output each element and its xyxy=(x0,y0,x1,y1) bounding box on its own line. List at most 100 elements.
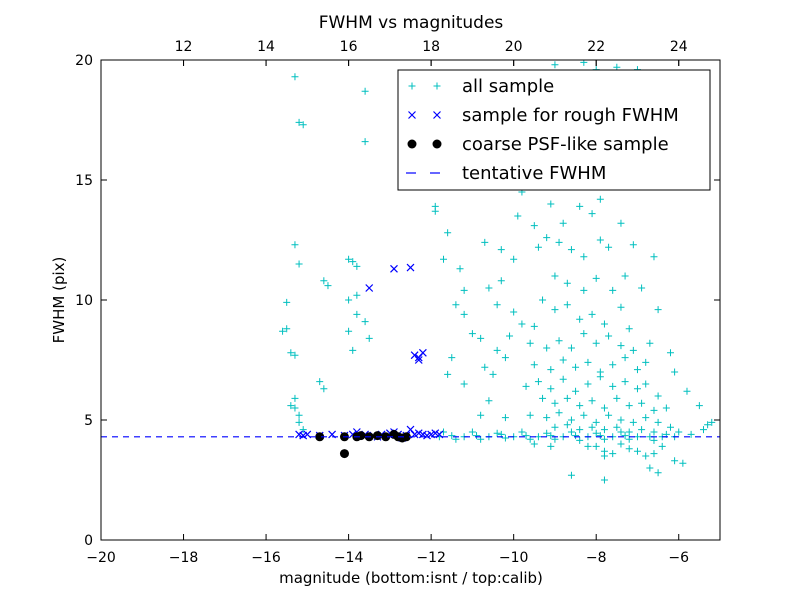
y-tick-label: 10 xyxy=(75,293,93,309)
top-x-tick-label: 22 xyxy=(587,39,605,55)
legend-item: all sample xyxy=(408,76,554,97)
data-point xyxy=(506,332,514,340)
series-coarse-psf-like-sample xyxy=(315,429,411,459)
data-point xyxy=(295,260,303,268)
legend-label: coarse PSF-like sample xyxy=(462,134,669,155)
data-point xyxy=(617,303,625,311)
legend-item: sample for rough FWHM xyxy=(408,105,679,126)
data-point xyxy=(530,440,538,448)
x-tick-label: −16 xyxy=(251,550,281,566)
data-point xyxy=(675,428,683,436)
y-tick-label: 15 xyxy=(75,173,93,189)
data-point xyxy=(584,358,592,366)
data-point xyxy=(481,238,489,246)
data-point xyxy=(592,429,600,437)
data-point xyxy=(642,380,650,388)
top-x-tick-label: 16 xyxy=(340,39,358,55)
data-point xyxy=(617,342,625,350)
data-point xyxy=(646,339,654,347)
data-point xyxy=(361,87,369,95)
data-point xyxy=(638,284,646,292)
data-point xyxy=(460,310,468,318)
data-point xyxy=(543,429,551,437)
data-point xyxy=(551,423,559,431)
y-tick-label: 0 xyxy=(84,533,93,549)
data-point xyxy=(596,236,604,244)
data-point xyxy=(572,387,580,395)
y-axis-label: FWHM (pix) xyxy=(50,257,68,344)
data-point xyxy=(295,418,303,426)
data-point xyxy=(605,332,613,340)
data-point xyxy=(493,301,501,309)
data-point xyxy=(501,434,509,442)
data-point xyxy=(580,411,588,419)
data-point xyxy=(365,284,374,292)
data-point xyxy=(493,346,501,354)
data-point xyxy=(283,325,291,333)
data-point xyxy=(372,431,382,441)
data-point xyxy=(510,255,518,263)
data-point xyxy=(687,430,695,438)
data-point xyxy=(580,330,588,338)
data-point xyxy=(316,378,324,386)
axis-layer: −20 −18 −16 −14 −12 −10 −8 −6 0 5 10 15 20 12 14 16 18 20… xyxy=(75,39,720,566)
data-point xyxy=(576,436,584,444)
data-point xyxy=(654,306,662,314)
data-point xyxy=(662,404,670,412)
data-point xyxy=(547,366,555,374)
x-tick-label: −18 xyxy=(169,550,199,566)
data-point xyxy=(580,286,588,294)
top-x-tick-label: 14 xyxy=(257,39,275,55)
legend-box xyxy=(397,69,711,191)
data-point xyxy=(588,423,596,431)
data-point xyxy=(588,397,596,405)
data-point xyxy=(353,291,361,299)
data-point xyxy=(683,387,691,395)
series-sample-for-rough-fwhm xyxy=(295,263,444,442)
data-point xyxy=(695,402,703,410)
data-point xyxy=(518,320,526,328)
data-point xyxy=(650,450,658,458)
data-point xyxy=(481,363,489,371)
data-point xyxy=(617,428,625,436)
data-point xyxy=(576,202,584,210)
data-point xyxy=(654,418,662,426)
data-point xyxy=(629,346,637,354)
data-point xyxy=(320,277,328,285)
data-point xyxy=(576,315,584,323)
data-point xyxy=(345,255,353,263)
data-point xyxy=(625,445,633,453)
data-point xyxy=(287,349,295,357)
data-point xyxy=(299,121,307,129)
data-point xyxy=(567,246,575,254)
data-point xyxy=(460,286,468,294)
data-point xyxy=(596,373,604,381)
data-point xyxy=(600,435,608,443)
data-point xyxy=(361,138,369,146)
data-point xyxy=(349,346,357,354)
data-point xyxy=(596,195,604,203)
y-tick-label: 5 xyxy=(84,413,93,429)
data-point xyxy=(448,354,456,362)
data-point xyxy=(572,363,580,371)
data-point xyxy=(642,358,650,366)
data-point xyxy=(522,432,530,440)
data-point xyxy=(530,222,538,230)
data-point xyxy=(543,344,551,352)
data-point xyxy=(501,354,509,362)
data-point xyxy=(279,327,287,335)
data-point xyxy=(671,457,679,465)
data-point xyxy=(339,449,349,459)
data-point xyxy=(638,399,646,407)
data-point xyxy=(592,274,600,282)
data-point xyxy=(613,423,621,431)
data-point xyxy=(448,432,456,440)
legend-marker xyxy=(408,111,416,119)
top-x-tick-label: 24 xyxy=(670,39,688,55)
data-point xyxy=(567,428,575,436)
data-point xyxy=(287,402,295,410)
data-point xyxy=(658,442,666,450)
data-point xyxy=(617,440,625,448)
data-point xyxy=(460,380,468,388)
data-point xyxy=(559,375,567,383)
